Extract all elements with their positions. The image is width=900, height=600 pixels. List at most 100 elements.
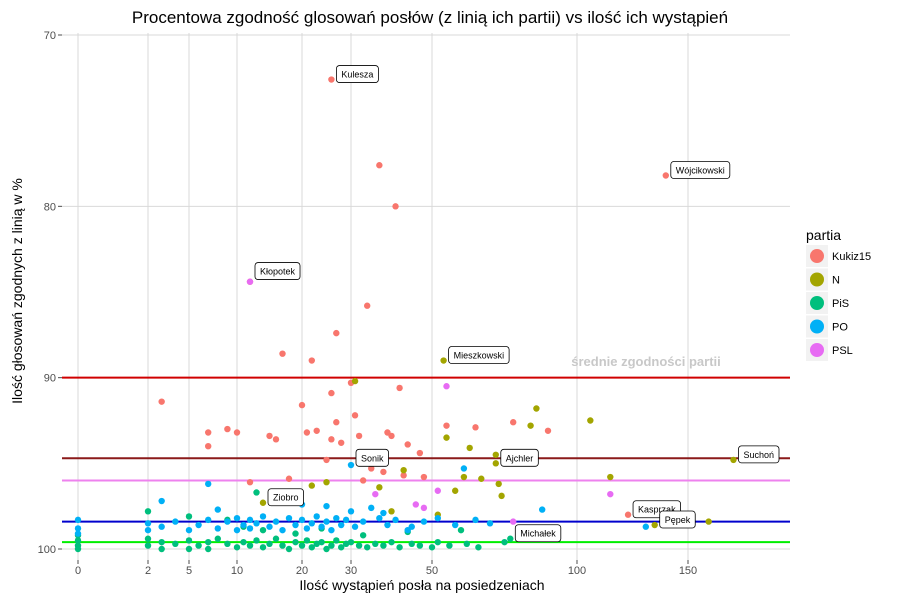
point-kukiz15-34 — [323, 456, 330, 464]
legend-label-psl: PSL — [832, 345, 853, 357]
y-tick-label: 100 — [38, 544, 56, 556]
point-pis-26 — [298, 542, 306, 549]
point-label-text: Sonik — [361, 453, 384, 463]
point-pis-61 — [359, 532, 367, 539]
point-po-4 — [144, 526, 152, 534]
point-n-20 — [651, 521, 658, 529]
point-n-1 — [440, 357, 447, 364]
legend-label-kukiz15: Kukiz15 — [832, 251, 871, 263]
point-psl-6 — [510, 518, 517, 525]
point-po-16 — [233, 526, 241, 534]
point-po-2 — [74, 530, 82, 537]
point-po-52 — [460, 465, 468, 472]
point-label-7: Ziobro — [267, 488, 304, 507]
point-pis-42 — [396, 544, 403, 551]
point-po-25 — [285, 514, 293, 522]
point-n-4 — [492, 451, 499, 458]
point-po-1 — [74, 525, 82, 532]
point-po-18 — [246, 516, 254, 524]
point-pis-16 — [233, 544, 241, 551]
point-n-17 — [323, 478, 330, 486]
point-pis-55 — [253, 489, 260, 496]
point-po-23 — [272, 518, 280, 525]
point-kukiz15-20 — [303, 429, 311, 436]
point-pis-35 — [342, 540, 350, 548]
point-po-42 — [384, 521, 391, 529]
point-pis-39 — [372, 540, 379, 548]
point-n-5 — [533, 405, 540, 412]
point-pis-49 — [475, 544, 482, 551]
point-kukiz15-2 — [392, 203, 399, 210]
point-pis-0 — [74, 537, 82, 544]
point-po-22 — [266, 523, 273, 530]
point-pis-30 — [318, 538, 325, 546]
point-pis-43 — [408, 540, 415, 548]
point-kukiz15-35 — [368, 465, 375, 472]
point-po-47 — [452, 521, 459, 529]
point-po-0 — [74, 516, 82, 524]
point-n-7 — [587, 417, 594, 424]
legend-label-pis: PiS — [832, 298, 849, 310]
point-po-29 — [308, 520, 315, 527]
point-pis-14 — [214, 535, 221, 542]
point-kukiz15-26 — [388, 432, 395, 440]
point-po-21 — [259, 513, 267, 520]
point-po-39 — [359, 518, 367, 525]
x-tick-label: 2 — [145, 565, 151, 577]
point-kukiz15-10 — [158, 398, 165, 405]
point-po-30 — [313, 513, 320, 520]
point-kukiz15-19 — [272, 436, 280, 443]
legend: partia Kukiz15 N PiS PO PSL — [800, 222, 886, 362]
x-tick-label: 30 — [345, 565, 357, 577]
point-po-49 — [486, 520, 494, 527]
x-tick-label: 0 — [75, 565, 81, 577]
point-po-55 — [380, 509, 387, 517]
point-kukiz15-15 — [205, 429, 212, 436]
point-pis-58 — [259, 526, 267, 534]
point-n-16 — [308, 482, 315, 489]
legend-key-po — [810, 319, 824, 334]
point-kukiz15-42 — [624, 511, 632, 518]
point-po-27 — [298, 516, 306, 524]
point-n-2 — [443, 434, 450, 441]
point-pis-44 — [416, 542, 424, 549]
point-po-14 — [224, 518, 231, 525]
point-pis-20 — [259, 544, 267, 551]
point-label-text: Kłopotek — [260, 267, 296, 277]
point-kukiz15-33 — [205, 443, 212, 450]
point-pis-32 — [328, 542, 335, 549]
point-pis-51 — [507, 535, 514, 542]
point-label-2: Kłopotek — [254, 262, 301, 280]
point-label-box — [670, 161, 731, 179]
point-po-43 — [392, 516, 399, 524]
point-label-box — [659, 510, 696, 529]
chart-title: Procentowa zgodność glosowań posłów (z l… — [132, 8, 728, 27]
point-pis-52 — [144, 508, 152, 515]
point-kukiz15-9 — [396, 384, 403, 392]
point-po-50 — [539, 506, 546, 513]
point-label-box — [500, 448, 539, 467]
point-n-14 — [478, 475, 485, 482]
point-po-10 — [205, 480, 212, 488]
point-po-45 — [420, 518, 428, 525]
point-label-box — [355, 448, 389, 467]
point-n-11 — [376, 484, 383, 491]
point-po-26 — [292, 521, 299, 529]
point-po-40 — [368, 504, 375, 512]
point-pis-34 — [338, 544, 345, 551]
point-kukiz15-29 — [443, 422, 450, 429]
point-pis-4 — [144, 535, 152, 542]
point-kukiz15-0 — [328, 76, 335, 83]
point-pis-47 — [446, 542, 453, 549]
point-kukiz15-32 — [544, 427, 552, 434]
x-tick-label: 20 — [296, 565, 308, 577]
point-pis-37 — [355, 542, 363, 549]
point-pis-63 — [457, 526, 465, 534]
y-axis-title: Ilość głosowań zgodnych z linią w % — [9, 178, 25, 404]
legend-key-psl — [810, 343, 824, 357]
legend-title: partia — [806, 227, 841, 243]
point-n-24 — [388, 508, 395, 515]
point-label-9: Pępek — [659, 510, 696, 529]
point-label-box — [335, 65, 379, 83]
point-n-18 — [492, 460, 499, 467]
